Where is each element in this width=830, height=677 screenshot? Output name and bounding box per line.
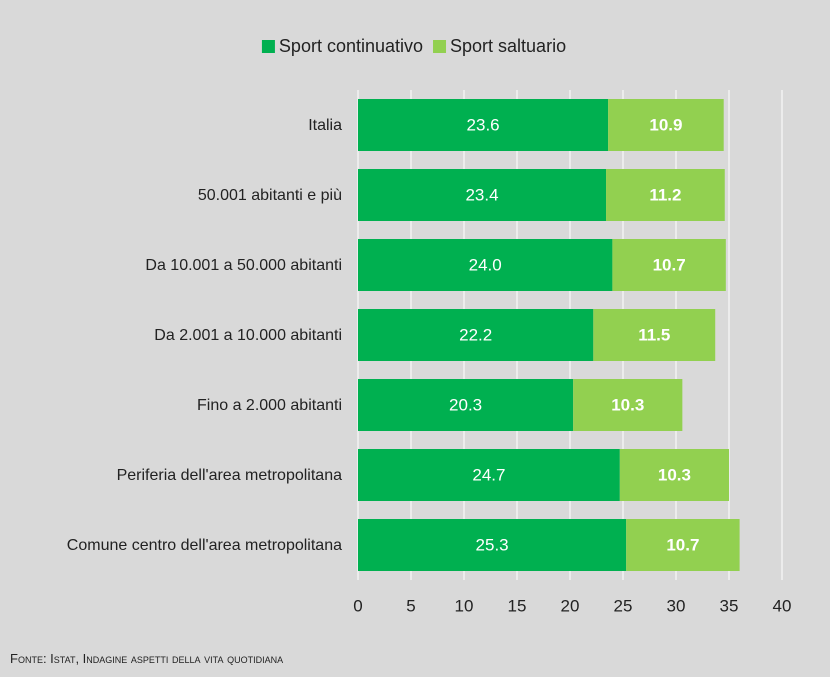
bar — [593, 309, 716, 361]
data-label: 10.9 — [649, 115, 682, 134]
x-tick-label: 20 — [561, 596, 580, 615]
x-tick-label: 15 — [508, 596, 527, 615]
x-tick-label: 30 — [667, 596, 686, 615]
bar — [358, 379, 574, 431]
legend-label: Sport continuativo — [279, 36, 423, 56]
y-tick-label: 50.001 abitanti e più — [197, 186, 342, 204]
y-tick-label-box: Fino a 2.000 abitanti — [22, 375, 342, 435]
y-tick-label: Periferia dell'area metropolitana — [116, 466, 342, 484]
data-label: 11.5 — [638, 325, 670, 344]
data-label: 10.3 — [658, 465, 691, 484]
data-label: 25.3 — [476, 535, 509, 554]
data-label: 11.2 — [649, 185, 681, 204]
data-label: 24.0 — [469, 255, 502, 274]
legend-swatch — [261, 40, 275, 53]
bar — [608, 99, 724, 151]
data-label: 10.3 — [611, 395, 644, 414]
bar — [358, 519, 627, 571]
x-tick-label: 5 — [406, 596, 415, 615]
bar — [358, 239, 613, 291]
legend-swatch — [433, 40, 447, 53]
y-tick-label: Italia — [308, 116, 342, 134]
data-label: 22.2 — [459, 325, 492, 344]
bar — [612, 239, 726, 291]
bar — [626, 519, 740, 571]
legend-label: Sport saltuario — [450, 36, 566, 56]
data-label: 10.7 — [653, 255, 686, 274]
bar — [358, 309, 594, 361]
data-label: 23.4 — [465, 185, 498, 204]
y-tick-label-box: Da 10.001 a 50.000 abitanti — [22, 235, 342, 295]
y-tick-label: Comune centro dell'area metropolitana — [66, 536, 342, 554]
x-tick-label: 35 — [720, 596, 739, 615]
x-tick-label: 10 — [455, 596, 474, 615]
y-tick-label-box: Italia — [22, 95, 342, 155]
y-tick-label: Da 10.001 a 50.000 abitanti — [145, 256, 342, 274]
bar — [606, 169, 725, 221]
y-tick-label-box: 50.001 abitanti e più — [22, 165, 342, 225]
x-tick-label: 0 — [353, 596, 362, 615]
bar — [619, 449, 729, 501]
data-label: 10.7 — [666, 535, 699, 554]
bar — [573, 379, 683, 431]
data-label: 23.6 — [467, 115, 500, 134]
bar — [358, 169, 607, 221]
source-note: Fonte: Istat, Indagine aspetti della vit… — [10, 651, 284, 666]
y-tick-label-box: Comune centro dell'area metropolitana — [22, 515, 342, 575]
x-tick-label: 40 — [773, 596, 792, 615]
bar — [358, 99, 609, 151]
x-tick-label: 25 — [614, 596, 633, 615]
bar — [358, 449, 620, 501]
data-label: 24.7 — [472, 465, 505, 484]
y-tick-label-box: Da 2.001 a 10.000 abitanti — [22, 305, 342, 365]
y-tick-label: Fino a 2.000 abitanti — [197, 396, 342, 414]
data-label: 20.3 — [449, 395, 482, 414]
y-tick-label: Da 2.001 a 10.000 abitanti — [154, 326, 342, 344]
y-tick-label-box: Periferia dell'area metropolitana — [22, 445, 342, 505]
